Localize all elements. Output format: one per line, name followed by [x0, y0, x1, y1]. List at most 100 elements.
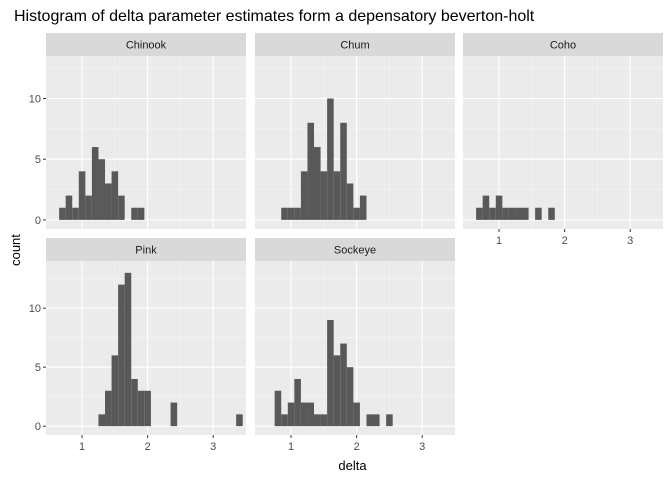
histogram-bar	[373, 414, 380, 427]
histogram-bar	[300, 402, 308, 427]
facet-strip	[46, 238, 246, 261]
histogram-bar	[300, 171, 308, 220]
histogram-bar	[495, 195, 503, 220]
histogram-bar	[502, 207, 509, 220]
facet-strip	[463, 33, 663, 56]
x-tick-label: 2	[145, 441, 151, 453]
histogram-bar	[98, 414, 106, 427]
y-axis-title: count	[8, 234, 23, 266]
histogram-bar	[307, 402, 315, 427]
facet-strip-label: Chum	[340, 40, 369, 52]
histogram-bar	[78, 171, 86, 220]
histogram-bar	[287, 402, 295, 427]
histogram-bar	[353, 402, 360, 427]
x-tick-label: 1	[288, 441, 294, 453]
histogram-bar	[548, 207, 555, 220]
histogram-bar	[98, 159, 106, 220]
histogram-bar	[508, 207, 516, 220]
histogram-bar	[340, 343, 347, 427]
facet-pink: Pink 0 5 10 1 2 3	[29, 238, 246, 453]
histogram-bar	[333, 171, 341, 220]
y-tick-label: 10	[29, 93, 41, 105]
histogram-bar	[314, 147, 321, 220]
histogram-bar	[59, 207, 66, 220]
histogram-bar	[91, 147, 99, 220]
chart-title: Histogram of delta parameter estimates f…	[14, 8, 535, 25]
histogram-bar	[236, 414, 243, 427]
x-tick-label: 2	[354, 441, 360, 453]
y-tick-label: 5	[35, 362, 41, 374]
panel-background	[255, 56, 455, 229]
histogram-bar	[111, 171, 119, 220]
histogram-bar	[281, 207, 288, 220]
histogram-bar	[105, 183, 112, 220]
histogram-bar	[274, 390, 282, 427]
x-tick-label: 1	[496, 235, 502, 247]
histogram-bar	[346, 367, 354, 427]
y-tick-label: 0	[35, 421, 41, 433]
histogram-bar	[294, 378, 301, 427]
histogram-bar	[85, 195, 92, 220]
histogram-bar	[281, 414, 288, 427]
facet-chum: Chum	[255, 33, 455, 229]
facet-strip-label: Pink	[135, 245, 157, 257]
x-tick-label: 3	[627, 235, 633, 247]
histogram-bar	[170, 402, 178, 427]
facet-coho: Coho 1 2 3	[463, 33, 663, 247]
histogram-bar	[340, 122, 347, 220]
facet-chinook: Chinook 0 5 10	[29, 33, 246, 229]
histogram-bar	[476, 207, 483, 220]
histogram-bar	[307, 122, 315, 220]
histogram-bar	[359, 195, 367, 220]
y-tick-label: 5	[35, 154, 41, 166]
histogram-bar	[535, 207, 542, 220]
histogram-bar	[287, 207, 295, 220]
histogram-bar	[333, 355, 341, 427]
histogram-bar	[346, 183, 354, 220]
histogram-bar	[320, 171, 328, 220]
y-tick-label: 10	[29, 303, 41, 315]
facet-strip-label: Sockeye	[334, 245, 376, 257]
histogram-bar	[522, 207, 529, 220]
x-tick-label: 3	[419, 441, 425, 453]
histogram-bar	[144, 390, 151, 427]
histogram-bar	[137, 207, 145, 220]
histogram-bar	[327, 319, 334, 427]
histogram-bar	[515, 207, 523, 220]
facet-strip-label: Coho	[550, 40, 576, 52]
histogram-bar	[118, 195, 125, 220]
histogram-bar	[366, 414, 374, 427]
histogram-bar	[482, 195, 490, 220]
histogram-bar	[327, 98, 334, 220]
y-tick-label: 0	[35, 215, 41, 227]
histogram-bar	[314, 414, 321, 427]
histogram-bar	[353, 207, 360, 220]
histogram-bar	[386, 414, 393, 427]
x-axis-title: delta	[338, 458, 367, 473]
histogram-bar	[65, 195, 73, 220]
panel-background	[46, 56, 246, 229]
facet-strip	[255, 33, 455, 56]
facet-sockeye: Sockeye 1 2 3	[255, 238, 455, 453]
histogram-bar	[131, 207, 138, 220]
panel-background	[463, 56, 663, 229]
histogram-bar	[72, 207, 79, 220]
histogram-bar	[111, 355, 119, 427]
x-tick-label: 2	[562, 235, 568, 247]
histogram-bar	[489, 207, 496, 220]
histogram-bar	[294, 207, 301, 220]
x-tick-label: 3	[210, 441, 216, 453]
facet-strip-label: Chinook	[126, 40, 167, 52]
x-tick-label: 1	[79, 441, 85, 453]
histogram-bar	[320, 414, 328, 427]
histogram-bar	[137, 390, 145, 427]
histogram-bar	[105, 390, 112, 427]
histogram-bar	[118, 284, 125, 427]
histogram-bar	[131, 378, 138, 427]
facet-strip	[46, 33, 246, 56]
histogram-bar	[124, 272, 132, 427]
facet-strip	[255, 238, 455, 261]
